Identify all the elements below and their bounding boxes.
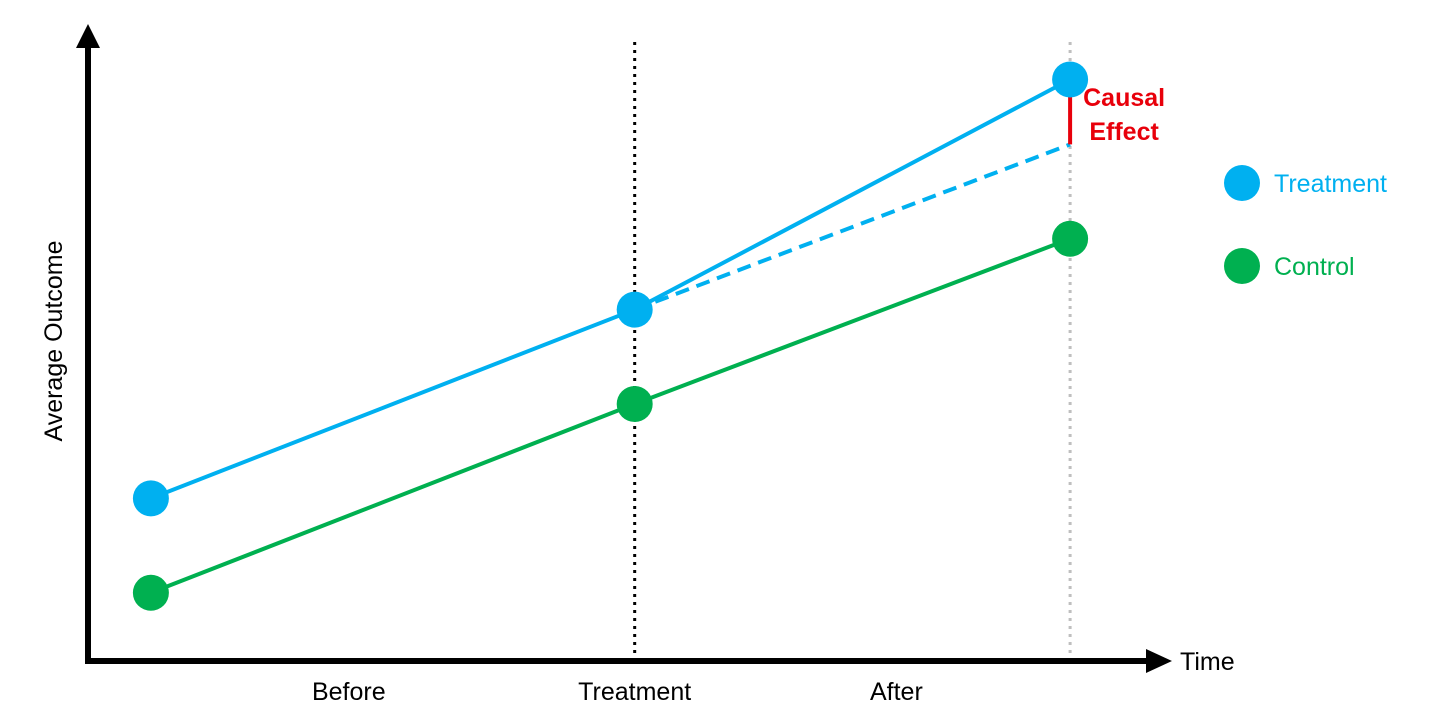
treatment-point-2	[1052, 61, 1089, 98]
x-axis-label: Time	[1180, 648, 1235, 676]
legend: Treatment Control	[1224, 165, 1387, 284]
legend-marker-treatment	[1224, 165, 1260, 201]
data-points	[132, 61, 1089, 611]
x-tick-labels: Before Treatment After	[312, 678, 923, 706]
treatment-point-0	[132, 480, 169, 517]
y-axis-label: Average Outcome	[40, 240, 68, 441]
y-axis-arrow	[76, 24, 100, 48]
x-tick-label-after: After	[870, 678, 923, 706]
x-tick-label-treatment: Treatment	[578, 678, 691, 706]
counterfactual-line	[633, 142, 1071, 312]
legend-label-treatment: Treatment	[1274, 170, 1387, 198]
control-point-1	[616, 386, 653, 422]
x-axis-arrow	[1146, 649, 1172, 673]
legend-label-control: Control	[1274, 253, 1355, 281]
legend-marker-control	[1224, 248, 1260, 284]
causal-effect-label: Causal	[1083, 84, 1165, 112]
treatment-series-line	[150, 77, 1072, 501]
control-point-0	[132, 574, 169, 611]
treatment-point-1	[616, 291, 653, 328]
causal-effect-label-2: Effect	[1089, 118, 1159, 146]
control-point-2	[1052, 220, 1089, 257]
control-series-line	[150, 236, 1071, 595]
x-tick-label-before: Before	[312, 678, 386, 706]
